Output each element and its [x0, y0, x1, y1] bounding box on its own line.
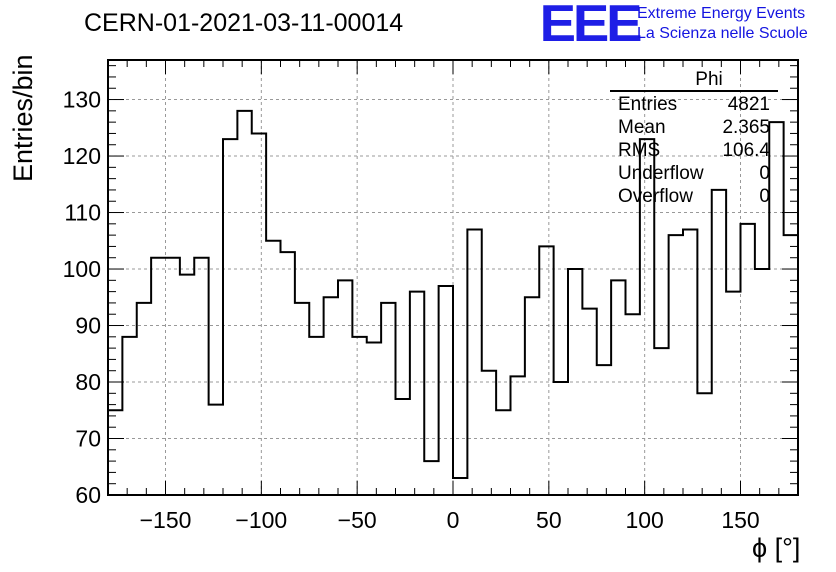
histogram-bin [151, 258, 165, 495]
stats-row-rms: RMS 106.4 [610, 139, 778, 162]
histogram-bin [108, 410, 122, 495]
histogram-bin [194, 258, 208, 495]
x-axis-label: ϕ [°] [752, 533, 801, 563]
histogram-bin [137, 303, 151, 495]
histogram-bin [496, 410, 510, 495]
stats-value: 0 [759, 163, 770, 184]
y-axis-label: Entries/bin [8, 54, 38, 182]
histogram-bin [410, 292, 424, 495]
stats-value: 106.4 [722, 140, 770, 161]
histogram-bin [281, 252, 295, 495]
histogram-bin [568, 269, 582, 495]
histogram-bin [683, 229, 697, 495]
histogram-bin [266, 241, 280, 495]
histogram-bin [525, 297, 539, 495]
eee-logo-mark: EEE [539, 0, 643, 53]
histogram-bin [539, 246, 553, 495]
stats-row-overflow: Overflow 0 [610, 185, 778, 208]
y-tick-label: 100 [63, 256, 101, 282]
histogram-bin [252, 133, 266, 495]
histogram-bin [309, 337, 323, 495]
chart-title: CERN-01-2021-03-11-00014 [84, 9, 404, 37]
histogram-bin [223, 139, 237, 495]
stats-name: Underflow [618, 163, 704, 184]
histogram-bin [467, 229, 481, 495]
histogram-bin [381, 303, 395, 495]
stats-value: 2.365 [722, 117, 770, 138]
histogram-bin [352, 337, 366, 495]
histogram-bin [324, 297, 338, 495]
stats-box: Phi Entries 4821 Mean 2.365 RMS 106.4 Un… [610, 70, 778, 208]
y-tick-label: 90 [75, 313, 101, 339]
histogram-bin [122, 337, 136, 495]
stats-row-underflow: Underflow 0 [610, 162, 778, 185]
histogram-bin [511, 376, 525, 495]
x-tick-label: 150 [721, 507, 759, 533]
histogram-bin [482, 371, 496, 495]
histogram-bin [611, 280, 625, 495]
histogram-bin [396, 399, 410, 495]
stats-divider [610, 90, 778, 92]
x-tick-label: −100 [235, 507, 287, 533]
histogram-bin [741, 224, 755, 495]
y-tick-label: 70 [75, 426, 101, 452]
y-tick-label: 130 [63, 87, 101, 113]
logo-line-2: La Scienza nelle Scuole [637, 25, 808, 42]
histogram-bin [554, 382, 568, 495]
histogram-bin [726, 292, 740, 495]
y-tick-label: 60 [75, 482, 101, 508]
histogram-bin [697, 393, 711, 495]
stats-value: 4821 [727, 94, 770, 115]
stats-name: Entries [618, 94, 678, 115]
stats-row-mean: Mean 2.365 [610, 116, 778, 139]
histogram-bin [367, 342, 381, 495]
stats-title: Phi [695, 69, 723, 90]
stats-name: Overflow [618, 186, 693, 207]
histogram-bin [295, 303, 309, 495]
y-tick-label: 80 [75, 369, 101, 395]
x-tick-label: −50 [338, 507, 377, 533]
histogram-bin [669, 235, 683, 495]
histogram-bin [209, 405, 223, 495]
histogram-bin [597, 365, 611, 495]
histogram-bin [784, 235, 798, 495]
histogram-bin [180, 275, 194, 495]
x-tick-label: 50 [536, 507, 562, 533]
histogram-bin [237, 111, 251, 495]
stats-name: RMS [618, 140, 661, 161]
histogram-bin [338, 280, 352, 495]
y-tick-label: 110 [64, 200, 101, 226]
x-tick-label: 0 [447, 507, 460, 533]
histogram-bin [582, 309, 596, 495]
histogram-bin [439, 286, 453, 495]
stats-row-entries: Entries 4821 [610, 93, 778, 116]
histogram-bin [755, 269, 769, 495]
histogram-bin [654, 348, 668, 495]
histogram-bin [166, 258, 180, 495]
x-tick-label: −150 [140, 507, 192, 533]
logo-line-1: Extreme Energy Events [637, 5, 806, 22]
histogram-bin [712, 190, 726, 495]
histogram-step-line [108, 109, 799, 480]
y-tick-label: 120 [63, 143, 101, 169]
x-tick-label: 100 [625, 507, 663, 533]
stats-name: Mean [618, 117, 666, 138]
histogram-bin [453, 478, 467, 495]
histogram-bin [424, 461, 438, 495]
histogram-bin [626, 314, 640, 495]
stats-value: 0 [759, 186, 770, 207]
